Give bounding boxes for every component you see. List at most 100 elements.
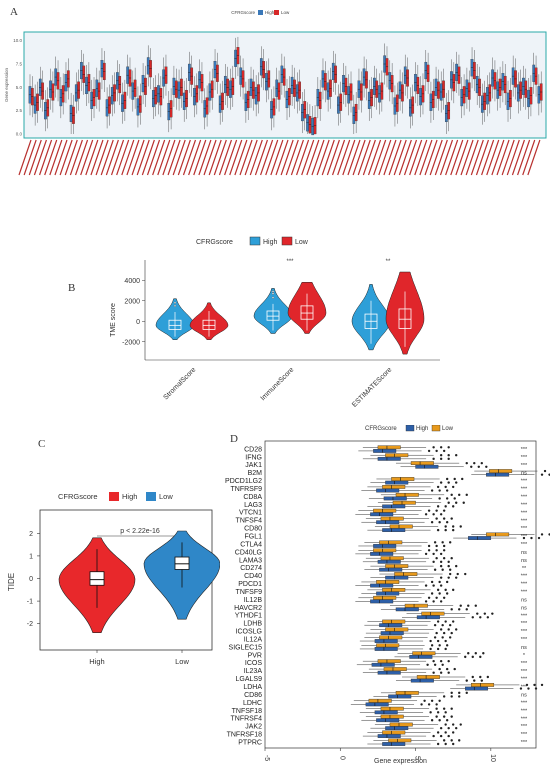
significance-label: *** [521,574,528,580]
outlier-point [455,628,458,631]
outlier-point [439,671,443,674]
gene-label: CD86 [244,692,262,699]
significance-label: *** [521,487,528,493]
outlier-point [427,596,431,599]
outlier-point [451,723,455,726]
x-tick-label [105,139,119,176]
outlier-point [438,580,441,584]
box-low [379,635,403,640]
x-tick-label [131,139,145,176]
significance-label: ns [521,597,527,603]
gene-label: TNFSF18 [232,708,262,715]
gene-label: LDHB [243,621,262,628]
legend-title: CFRGscore [231,10,255,15]
gene-label: HAVCR2 [234,605,262,612]
gene-label: ICOS [245,660,262,667]
x-tick-label [249,139,263,176]
box-low [380,516,404,521]
outlier-point [436,647,440,651]
outlier-point [271,296,275,299]
box-low [377,659,401,664]
gene-label: ICOSLG [236,629,262,636]
outlier-point [459,525,462,528]
y-tick-label: 2 [29,531,33,538]
x-tick-label: ImmuneScore [260,366,296,402]
outlier-point [476,612,479,615]
outlier-point [450,695,453,698]
legend-swatch-high [258,10,263,15]
outlier-point [435,596,438,599]
outlier-point [450,631,453,635]
x-tick-label [136,139,150,176]
x-tick-label [110,139,125,176]
gene-label: VTCN1 [239,510,262,517]
outlier-point [435,544,438,548]
outlier-point [436,742,440,746]
box-high [385,726,409,731]
box-low [471,683,495,687]
gene-label: PDCD1LG2 [225,478,262,485]
gene-label: CD40LG [235,549,262,556]
x-tick-label: 0 [338,756,345,760]
outlier-point [424,584,428,587]
outlier-point [461,477,464,481]
outlier-point [439,734,443,738]
box-low [380,714,404,719]
outlier-point [448,541,452,544]
box-high [409,655,433,659]
outlier-point [424,552,428,556]
legend-swatch-low [146,492,156,501]
significance-label: *** [521,526,528,532]
y-tick-label: 2.5 [16,108,23,113]
outlier-point [467,604,470,607]
x-tick-label [38,139,53,176]
box-high [374,639,398,643]
outlier-point [455,564,458,568]
x-tick-label: High [89,657,104,666]
x-tick-label: StromalScore [162,366,197,401]
outlier-point [465,679,468,682]
significance-label: *** [521,629,528,635]
box-low [382,588,406,592]
outlier-point [433,636,437,639]
outlier-point [445,497,449,500]
outlier-point [438,719,441,722]
legend-title: CFRGscore [58,492,98,501]
outlier-point [447,628,450,631]
x-tick-label [254,139,269,176]
x-tick-label [378,139,392,176]
box-low [383,667,407,671]
x-tick-label [193,139,207,176]
outlier-point [455,501,458,504]
legend-swatch-high [249,236,261,246]
y-tick-label: 7.5 [16,62,23,67]
x-tick-label [414,139,428,176]
significance-label: *** [521,590,528,596]
outlier-point [485,465,488,468]
outlier-point [447,457,450,461]
outlier-point [473,461,476,465]
outlier-point [435,449,438,453]
outlier-point [447,560,450,564]
outlier-point [438,497,441,500]
x-tick-label [239,139,253,176]
box-low [486,532,510,537]
gene-label: IL23A [244,668,263,675]
x-tick-label [162,139,176,176]
outlier-point [453,667,456,671]
outlier-point [438,644,441,647]
significance-label: *** [521,534,528,540]
outlier-point [447,734,450,738]
outlier-point [432,600,435,603]
outlier-point [430,580,434,584]
gene-label: SIGLEC15 [229,644,263,651]
outlier-point [479,616,482,619]
box [300,305,314,320]
x-tick-label [59,139,73,176]
outlier-point [430,592,434,595]
outlier-point [435,631,438,635]
significance-label: *** [521,455,528,461]
x-tick-label [126,139,140,176]
outlier-point [441,623,444,627]
significance-label: *** [521,716,528,722]
